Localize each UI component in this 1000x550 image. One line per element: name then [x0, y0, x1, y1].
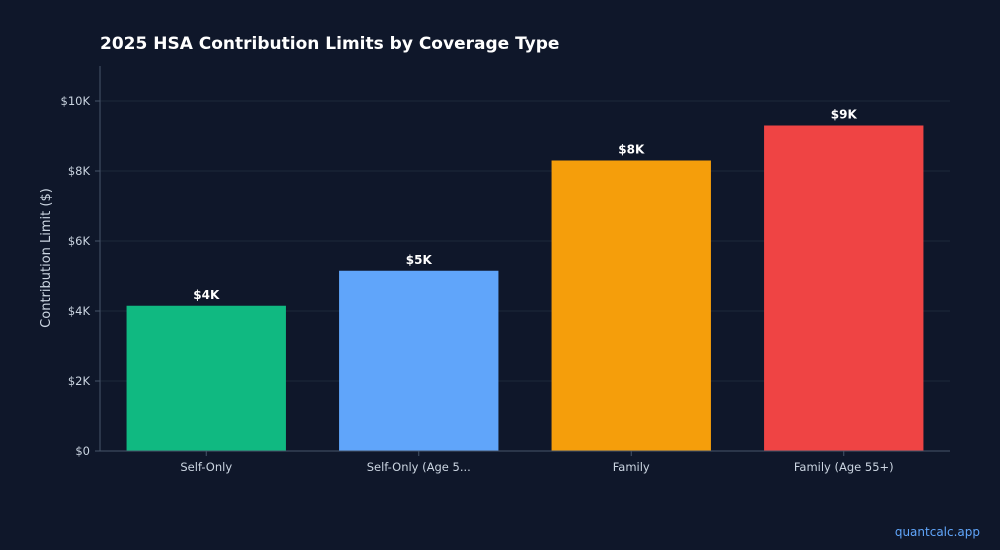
y-axis-label: Contribution Limit ($) — [39, 188, 54, 328]
labels: $0 $2K $4K $6K $8K $10K $4K Self-Only $5K Self-On… — [61, 94, 894, 474]
bar — [764, 125, 924, 451]
data-label: $4K — [193, 288, 220, 302]
chart-title: 2025 HSA Contribution Limits by Coverage… — [100, 34, 559, 54]
x-tick-label: Self-Only (Age 5... — [367, 460, 471, 474]
x-tick-label: Self-Only — [180, 460, 232, 474]
bar — [551, 160, 711, 451]
data-label: $9K — [831, 108, 858, 122]
bar — [339, 270, 499, 451]
y-tick-label: $2K — [68, 374, 91, 388]
data-label: $5K — [406, 253, 433, 267]
bar — [126, 305, 286, 451]
axes — [95, 66, 950, 456]
y-tick-label: $0 — [75, 444, 90, 458]
y-tick-label: $6K — [68, 234, 91, 248]
y-tick-label: $10K — [61, 94, 91, 108]
data-label: $8K — [618, 143, 645, 157]
x-tick-label: Family — [613, 460, 650, 474]
bars — [126, 125, 924, 451]
x-tick-label: Family (Age 55+) — [794, 460, 894, 474]
y-tick-label: $8K — [68, 164, 91, 178]
y-tick-label: $4K — [68, 304, 91, 318]
watermark[interactable]: quantcalc.app — [894, 525, 980, 539]
